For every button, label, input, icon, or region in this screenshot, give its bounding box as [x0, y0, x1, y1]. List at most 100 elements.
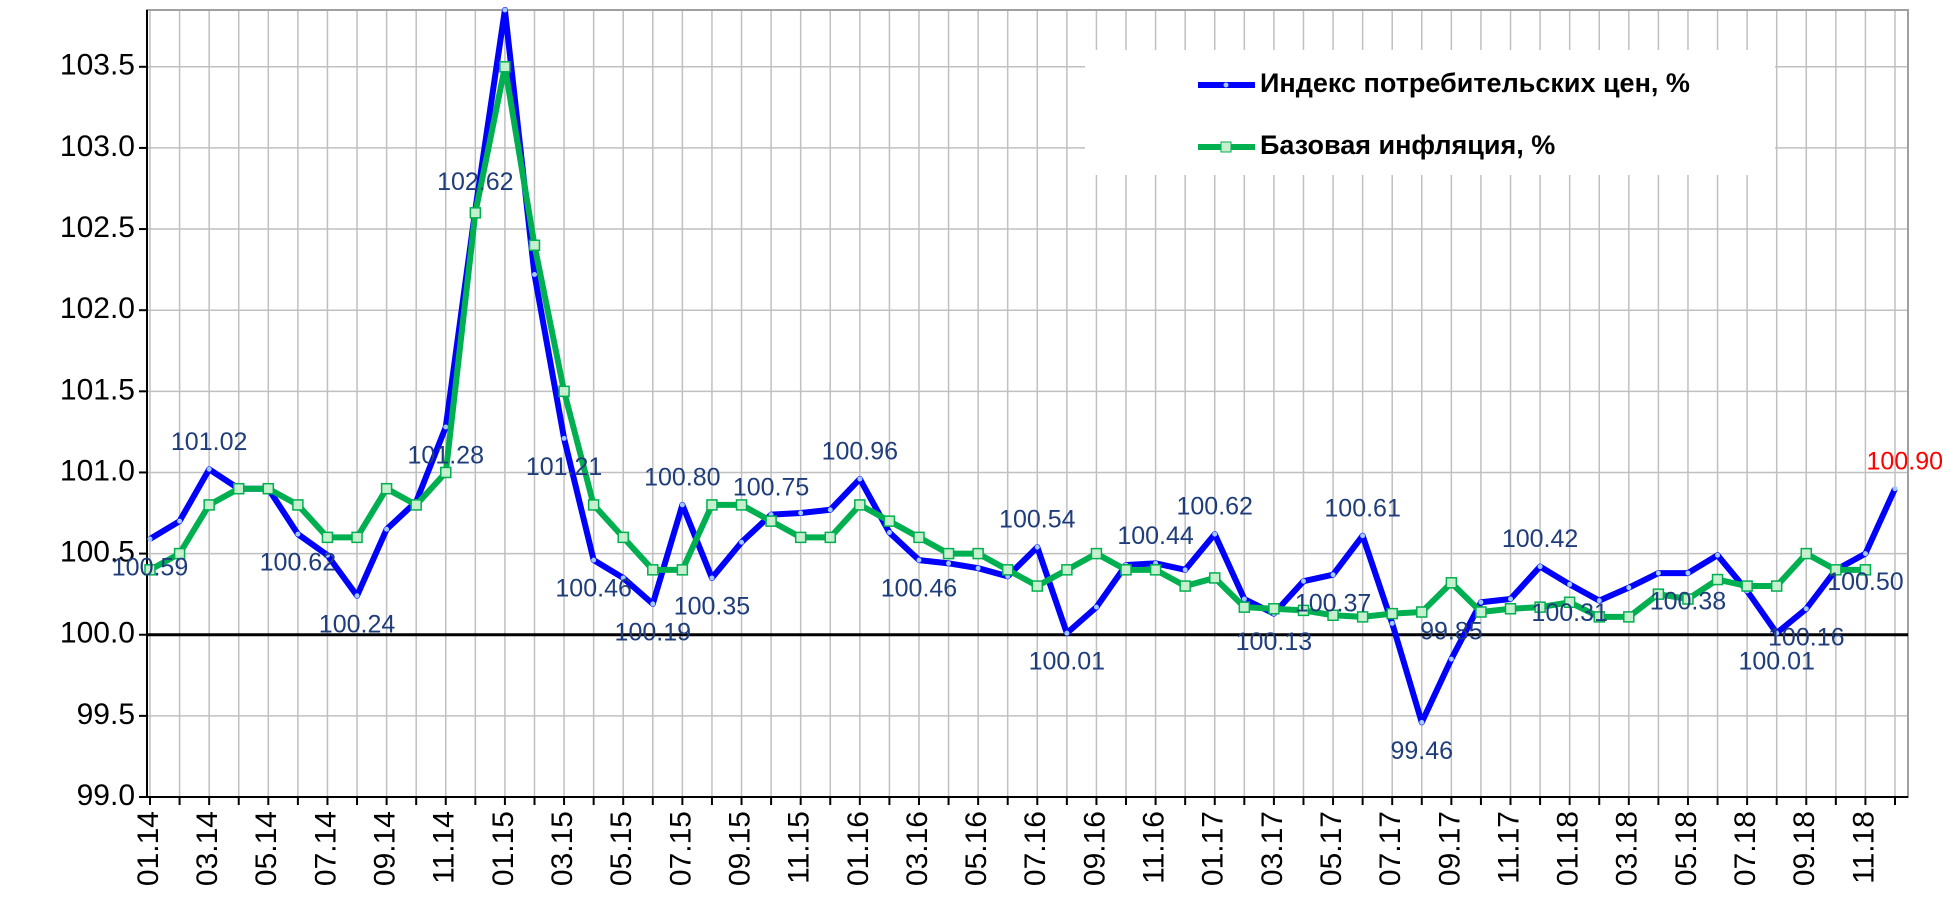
point	[324, 552, 330, 558]
point	[351, 531, 363, 544]
x-tick-label: 11.14	[428, 811, 461, 884]
legend-label: Базовая инфляция, %	[1260, 130, 1555, 160]
point	[1445, 577, 1458, 589]
x-tick-label: 05.14	[250, 811, 283, 886]
point	[735, 499, 748, 511]
point	[499, 61, 511, 73]
point	[1120, 564, 1132, 576]
y-tick-label: 103.0	[60, 130, 135, 163]
point	[1268, 603, 1280, 615]
point	[1212, 531, 1218, 537]
point	[1652, 588, 1665, 600]
point	[410, 499, 422, 511]
point	[854, 499, 866, 511]
data-label: 100.37	[1295, 589, 1371, 617]
point	[321, 531, 334, 544]
data-label: 100.16	[1768, 623, 1844, 651]
data-label: 100.01	[1738, 648, 1814, 676]
y-tick-label: 99.0	[77, 779, 135, 812]
point	[558, 385, 570, 398]
point	[1034, 544, 1040, 550]
point	[1478, 599, 1484, 605]
data-label: 101.21	[526, 453, 602, 481]
x-tick-label: 01.17	[1197, 811, 1230, 886]
x-tick-label: 09.18	[1788, 811, 1821, 886]
x-tick-label: 01.14	[132, 811, 165, 886]
point	[1859, 564, 1872, 576]
point	[647, 564, 659, 576]
x-tick-label: 07.18	[1729, 811, 1762, 886]
point	[617, 531, 629, 544]
point	[1182, 567, 1188, 573]
point	[1179, 580, 1191, 592]
point	[1300, 578, 1306, 584]
x-tick-label: 03.16	[901, 811, 934, 886]
point	[469, 207, 482, 219]
y-tick-label: 101.5	[60, 373, 135, 406]
point	[1715, 552, 1721, 558]
series	[144, 61, 1872, 623]
x-tick-label: 05.18	[1670, 811, 1703, 886]
point	[706, 499, 718, 511]
point	[1386, 607, 1398, 620]
point	[765, 515, 777, 527]
point	[1563, 596, 1576, 609]
point	[1093, 604, 1099, 610]
series-line	[148, 7, 1898, 726]
point	[561, 435, 567, 441]
legend-label: Индекс потребительских цен, %	[1260, 68, 1690, 98]
point	[1475, 606, 1487, 618]
point	[972, 547, 984, 560]
point	[709, 575, 715, 581]
data-label: 100.44	[1117, 522, 1194, 550]
point	[203, 499, 215, 511]
x-tick-label: 05.16	[960, 811, 993, 886]
point	[620, 575, 626, 581]
point	[1208, 572, 1221, 584]
point	[384, 526, 390, 532]
point	[1504, 603, 1517, 615]
point	[739, 539, 745, 545]
point	[177, 518, 183, 524]
point	[528, 239, 541, 252]
data-label: 100.90	[1867, 447, 1943, 475]
point	[295, 531, 301, 537]
point	[1770, 580, 1783, 592]
data-label: 99.85	[1420, 618, 1483, 646]
data-label: 100.96	[822, 438, 898, 466]
data-label: 100.61	[1324, 494, 1400, 522]
x-tick-label: 01.16	[842, 811, 875, 886]
point	[1741, 580, 1753, 592]
point	[857, 476, 863, 482]
x-tick-label: 09.17	[1433, 811, 1466, 886]
data-label: 101.28	[408, 442, 484, 470]
data-label: 100.38	[1650, 588, 1726, 616]
point	[1593, 611, 1605, 623]
point	[1297, 604, 1310, 617]
x-tick-label: 03.17	[1256, 811, 1289, 886]
data-label: 100.59	[112, 554, 188, 582]
point	[650, 601, 656, 607]
data-label: 100.01	[1029, 648, 1105, 676]
x-tick-label: 01.18	[1552, 811, 1585, 886]
point	[975, 565, 981, 571]
point	[1596, 598, 1602, 604]
point	[1803, 606, 1809, 612]
point	[916, 557, 922, 563]
point	[794, 531, 807, 544]
x-tick-label: 11.18	[1847, 811, 1880, 884]
point	[1416, 606, 1428, 618]
point	[1356, 611, 1369, 623]
point	[1001, 564, 1014, 576]
point	[1238, 601, 1251, 613]
point	[1626, 585, 1632, 591]
point	[946, 560, 952, 566]
x-tick-label: 07.14	[309, 811, 342, 886]
x-tick-label: 07.17	[1374, 811, 1407, 886]
point	[1064, 630, 1070, 636]
x-tick-label: 09.14	[369, 811, 402, 886]
point	[531, 271, 537, 277]
data-label: 100.46	[555, 575, 631, 603]
data-label: 100.62	[1177, 493, 1253, 521]
